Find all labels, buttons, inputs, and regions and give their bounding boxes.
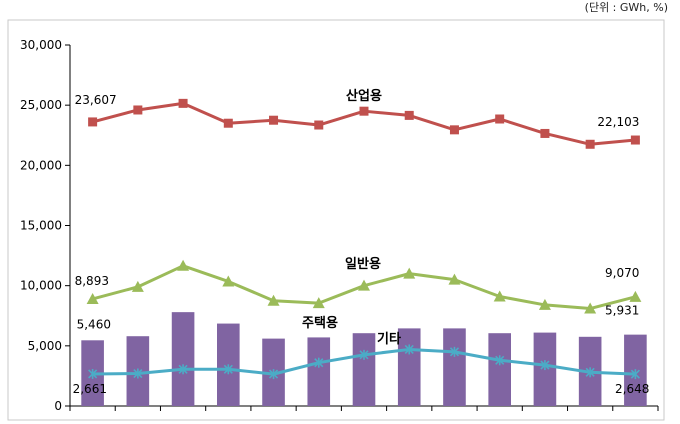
point-general [86,292,99,304]
y-tick-label: 5,000 [28,339,62,353]
data-label-other-first: 2,661 [73,382,107,396]
point-other [359,349,369,360]
y-tick-label: 30,000 [20,38,62,52]
bar-residential [397,328,421,406]
x-axis [69,405,659,411]
point-industrial [359,106,369,116]
point-general [177,259,190,271]
point-other [540,360,550,371]
data-label-general-last: 9,070 [605,266,639,280]
data-label-residential-first: 5,460 [77,317,111,331]
point-other [495,355,505,366]
y-tick-label: 25,000 [20,98,62,112]
point-general [267,294,280,306]
bar-residential [443,328,466,406]
data-label-industrial-first: 23,607 [75,93,117,107]
data-label-industrial-last: 22,103 [597,115,639,129]
bar-residential [488,333,511,406]
point-industrial [269,115,279,125]
point-other [88,368,98,379]
data-label-residential-last: 5,931 [605,304,639,318]
point-other [268,369,279,380]
bar-residential [171,312,195,406]
point-general [131,280,144,292]
series-name-general: 일반용 [345,256,381,272]
point-industrial [223,118,233,128]
point-general [448,273,461,285]
y-tick-label: 0 [54,399,62,413]
bar-residential [307,337,331,406]
series-name-residential: 주택용 [302,315,338,331]
bar-residential [352,333,376,406]
point-industrial [133,105,143,115]
point-industrial [540,128,550,138]
data-label-other-last: 2,648 [615,382,649,396]
data-label-general-first: 8,893 [75,274,109,288]
point-other [133,368,143,379]
chart-frame [7,19,665,421]
line-series-group [86,98,642,380]
point-general [222,275,235,287]
series-name-other: 기타 [377,331,401,347]
data-labels: 23,607 22,103 8,893 9,070 5,460 5,931 2,661 2,6… [73,88,650,396]
point-other [449,346,460,357]
point-other [585,367,595,378]
point-other [630,369,640,380]
point-general [538,298,551,310]
point-other [223,364,233,375]
point-general [584,302,597,314]
y-tick-label: 20,000 [20,158,62,172]
point-industrial [495,114,505,124]
point-industrial [88,117,98,127]
series-name-industrial: 산업용 [346,88,382,104]
point-general [493,290,506,302]
y-axis: 0 5,000 10,000 15,000 20,000 25,000 30,000 [20,38,71,413]
point-other [314,357,324,368]
point-industrial [585,139,595,149]
unit-note: (단위 : GWh, %) [585,1,668,14]
y-tick-label: 15,000 [20,219,62,233]
point-industrial [314,120,324,130]
point-general [629,290,642,302]
point-industrial [449,125,459,135]
point-general [312,297,325,309]
point-general [403,267,416,279]
point-industrial [178,98,188,108]
point-other [178,364,188,375]
y-tick-label: 10,000 [20,279,62,293]
point-other [404,344,414,355]
point-general [358,279,370,291]
point-industrial [404,110,414,120]
point-industrial [630,135,640,145]
